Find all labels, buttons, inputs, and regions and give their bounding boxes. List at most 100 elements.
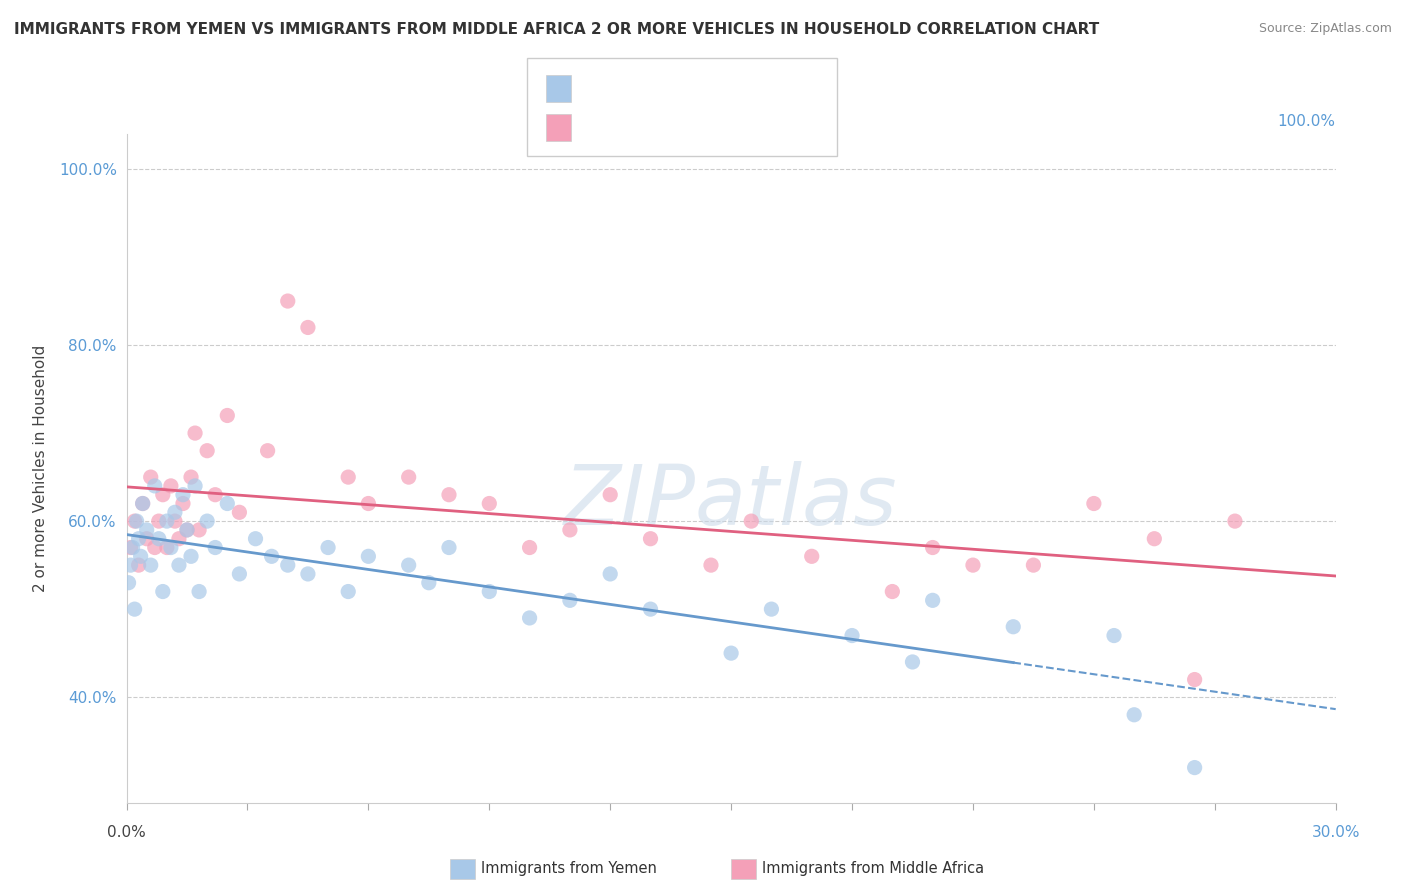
Text: IMMIGRANTS FROM YEMEN VS IMMIGRANTS FROM MIDDLE AFRICA 2 OR MORE VEHICLES IN HOU: IMMIGRANTS FROM YEMEN VS IMMIGRANTS FROM… bbox=[14, 22, 1099, 37]
Point bbox=[167, 532, 190, 546]
Point bbox=[1102, 628, 1125, 642]
Point bbox=[156, 541, 179, 555]
Point bbox=[640, 532, 662, 546]
Point bbox=[124, 514, 146, 528]
Text: 30.0%: 30.0% bbox=[1312, 825, 1360, 839]
Point bbox=[418, 575, 440, 590]
Point bbox=[740, 514, 762, 528]
Point bbox=[720, 646, 742, 660]
Point bbox=[398, 470, 420, 484]
Point bbox=[120, 541, 142, 555]
Point bbox=[337, 584, 360, 599]
Point bbox=[176, 523, 198, 537]
Point bbox=[167, 558, 190, 573]
Point bbox=[921, 541, 943, 555]
Point bbox=[599, 566, 621, 581]
Point bbox=[337, 470, 360, 484]
Point bbox=[297, 320, 319, 334]
Point bbox=[131, 496, 153, 510]
Point bbox=[148, 514, 170, 528]
Point bbox=[172, 496, 194, 510]
Point bbox=[139, 558, 162, 573]
Point bbox=[204, 541, 226, 555]
Y-axis label: 2 or more Vehicles in Household: 2 or more Vehicles in Household bbox=[32, 344, 48, 592]
Point bbox=[901, 655, 924, 669]
Point bbox=[1002, 620, 1025, 634]
Point bbox=[131, 496, 153, 510]
Point bbox=[160, 479, 183, 493]
Point bbox=[152, 584, 174, 599]
Text: ZIPatlas: ZIPatlas bbox=[564, 461, 898, 542]
Point bbox=[640, 602, 662, 616]
Point bbox=[195, 443, 218, 458]
Point bbox=[260, 549, 283, 564]
Point bbox=[599, 488, 621, 502]
Point bbox=[188, 523, 211, 537]
Point bbox=[277, 558, 299, 573]
Point bbox=[478, 584, 501, 599]
Point bbox=[172, 488, 194, 502]
Point bbox=[398, 558, 420, 573]
Point bbox=[143, 479, 166, 493]
Point bbox=[188, 584, 211, 599]
Point bbox=[882, 584, 904, 599]
Text: Source: ZipAtlas.com: Source: ZipAtlas.com bbox=[1258, 22, 1392, 36]
Text: Immigrants from Middle Africa: Immigrants from Middle Africa bbox=[762, 862, 984, 876]
Point bbox=[297, 566, 319, 581]
Point bbox=[128, 532, 150, 546]
Point bbox=[256, 443, 278, 458]
Point bbox=[245, 532, 267, 546]
Point bbox=[184, 426, 207, 441]
Text: R =  0.052  N = 45: R = 0.052 N = 45 bbox=[576, 118, 756, 136]
Point bbox=[357, 496, 380, 510]
Point bbox=[148, 532, 170, 546]
Point bbox=[143, 541, 166, 555]
Point bbox=[121, 541, 143, 555]
Point bbox=[160, 541, 183, 555]
Point bbox=[478, 496, 501, 510]
Point bbox=[176, 523, 198, 537]
Point bbox=[316, 541, 339, 555]
Point bbox=[800, 549, 823, 564]
Text: 100.0%: 100.0% bbox=[1278, 114, 1336, 129]
Point bbox=[357, 549, 380, 564]
Point bbox=[163, 514, 186, 528]
Point bbox=[1022, 558, 1045, 573]
Text: R = -0.060  N = 50: R = -0.060 N = 50 bbox=[576, 78, 756, 96]
Point bbox=[135, 523, 157, 537]
Point bbox=[761, 602, 783, 616]
Point bbox=[163, 505, 186, 519]
Point bbox=[1223, 514, 1246, 528]
Point bbox=[277, 294, 299, 309]
Point bbox=[519, 541, 541, 555]
Point bbox=[1123, 707, 1146, 722]
Point bbox=[217, 496, 239, 510]
Point bbox=[228, 505, 250, 519]
Point bbox=[1143, 532, 1166, 546]
Point bbox=[135, 532, 157, 546]
Point bbox=[180, 470, 202, 484]
Point bbox=[184, 479, 207, 493]
Point bbox=[180, 549, 202, 564]
Point bbox=[558, 593, 581, 607]
Point bbox=[195, 514, 218, 528]
Point bbox=[437, 541, 460, 555]
Point bbox=[841, 628, 863, 642]
Point bbox=[139, 470, 162, 484]
Point bbox=[152, 488, 174, 502]
Point bbox=[117, 575, 139, 590]
Point bbox=[558, 523, 581, 537]
Point bbox=[217, 409, 239, 423]
Point bbox=[921, 593, 943, 607]
Text: 0.0%: 0.0% bbox=[107, 825, 146, 839]
Point bbox=[962, 558, 984, 573]
Point bbox=[156, 514, 179, 528]
Point bbox=[437, 488, 460, 502]
Text: Immigrants from Yemen: Immigrants from Yemen bbox=[481, 862, 657, 876]
Point bbox=[204, 488, 226, 502]
Point bbox=[700, 558, 723, 573]
Point bbox=[120, 558, 142, 573]
Point bbox=[128, 558, 150, 573]
Point bbox=[1184, 673, 1206, 687]
Point bbox=[519, 611, 541, 625]
